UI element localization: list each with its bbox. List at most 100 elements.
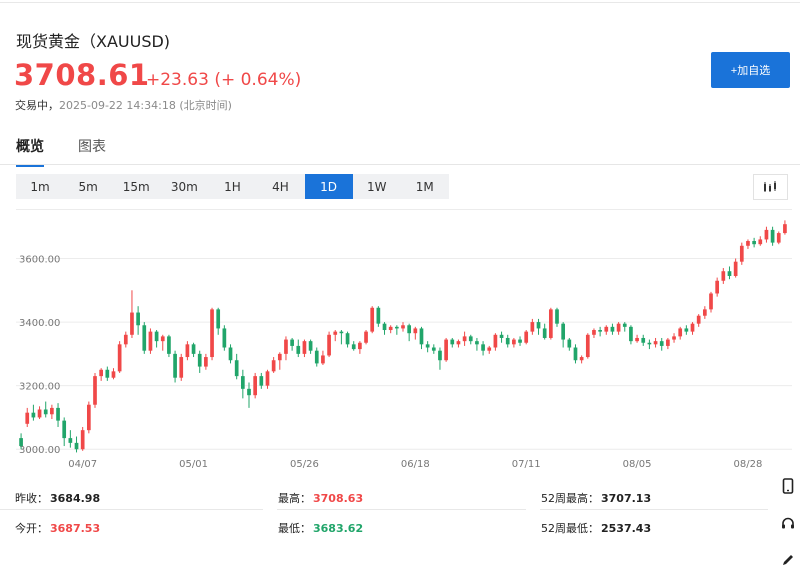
tab-chart[interactable]: 图表	[78, 139, 106, 155]
candle-body	[327, 334, 331, 356]
candle-body	[265, 371, 270, 386]
candlestick-chart-icon[interactable]	[753, 174, 788, 200]
candle-body	[487, 347, 492, 351]
stat-label: 今开：	[15, 522, 48, 535]
y-tick-label: 3600.00	[19, 255, 60, 266]
candle-body	[407, 325, 412, 334]
candle-body	[130, 312, 134, 335]
range-1m[interactable]: 1m	[30, 179, 50, 194]
candle-body	[770, 229, 775, 243]
candle-body	[438, 350, 442, 361]
candle-body	[702, 309, 707, 316]
range-1h[interactable]: 1H	[224, 179, 241, 194]
candle-body	[185, 344, 190, 358]
candlestick-chart: 3600.00 3400.00 3200.00 3000.00 04/07 05/01 05…	[16, 220, 792, 470]
range-30m[interactable]: 30m	[170, 179, 198, 194]
pencil-icon[interactable]	[778, 550, 798, 570]
candle-body	[259, 376, 264, 386]
candle-body	[653, 341, 658, 345]
candle-body	[117, 344, 122, 372]
candle-body	[548, 309, 553, 338]
quote-timestamp: 2025-09-22 14:34:18 (北京时间)	[59, 99, 232, 112]
candle-body	[382, 323, 387, 331]
x-tick-label: 08/05	[623, 459, 652, 470]
candle-body	[314, 350, 319, 364]
candle-body	[475, 341, 479, 345]
stat-label: 最高：	[278, 492, 311, 505]
candle-body	[629, 326, 633, 342]
candle-body	[62, 420, 67, 439]
candle-body	[197, 353, 202, 367]
candle-body	[610, 326, 615, 332]
stat-value: 3708.63	[313, 492, 364, 505]
candle-body	[148, 331, 153, 351]
stat-value: 3683.62	[313, 522, 364, 535]
candle-body	[518, 339, 522, 343]
status-label: 交易中，	[15, 99, 59, 112]
candle-body	[253, 376, 258, 396]
range-15m[interactable]: 15m	[122, 179, 150, 194]
tab-overview[interactable]: 概览	[16, 136, 44, 167]
candle-body	[647, 342, 652, 345]
stat-value: 3707.13	[601, 492, 652, 505]
candle-body	[308, 341, 313, 351]
candle-body	[388, 326, 393, 331]
price-change: +23.63 (+ 0.64%)	[146, 70, 302, 90]
candle-body	[68, 438, 73, 443]
candle-body	[505, 337, 510, 345]
candle-body	[672, 336, 676, 340]
candle-body	[585, 334, 590, 358]
candle-body	[290, 339, 294, 346]
candle-body	[210, 309, 214, 358]
add-to-watchlist-button[interactable]: +加自选	[711, 52, 790, 88]
stat-open: 今开： 3687.53	[15, 520, 100, 536]
candle-body	[99, 369, 104, 377]
candle-body	[160, 336, 165, 342]
candle-body	[512, 339, 516, 345]
candle-body	[592, 330, 596, 335]
candle-body	[468, 336, 473, 342]
candle-body	[561, 323, 566, 340]
tab-bar: 概览 图表	[0, 134, 800, 167]
candle-body	[666, 339, 670, 346]
price-chart[interactable]: 3600.00 3400.00 3200.00 3000.00 04/07 05/01 05…	[16, 209, 792, 472]
candle-body	[50, 407, 54, 415]
stat-52w-low: 52周最低： 2537.43	[541, 520, 651, 536]
range-1w[interactable]: 1W	[366, 179, 387, 194]
candle-body	[74, 442, 79, 450]
candle-body	[204, 357, 208, 367]
stat-high: 最高： 3708.63	[278, 490, 363, 506]
candle-body	[247, 388, 251, 396]
range-4h[interactable]: 4H	[272, 179, 289, 194]
candle-body	[635, 337, 639, 342]
y-tick-label: 3400.00	[19, 318, 60, 329]
x-tick-label: 05/01	[179, 459, 208, 470]
candle-body	[358, 342, 362, 350]
candle-body	[364, 331, 368, 343]
row-divider	[540, 509, 768, 510]
candle-body	[413, 328, 418, 334]
candle-body	[284, 339, 288, 354]
candle-body	[659, 341, 664, 346]
candle-body	[167, 336, 171, 354]
stat-low: 最低： 3683.62	[278, 520, 363, 536]
candle-body	[715, 280, 720, 294]
candle-body	[567, 339, 572, 348]
mobile-phone-icon[interactable]	[778, 476, 798, 496]
candle-body	[783, 224, 787, 234]
candle-body	[123, 334, 128, 345]
range-5m[interactable]: 5m	[78, 179, 98, 194]
row-divider	[277, 509, 526, 510]
candle-body	[216, 309, 221, 329]
candle-body	[43, 409, 48, 415]
range-1d[interactable]: 1D	[304, 174, 353, 199]
range-1mo[interactable]: 1M	[415, 179, 434, 194]
last-price: 3708.61	[14, 58, 150, 92]
candle-body	[684, 328, 689, 332]
headset-icon[interactable]	[778, 514, 798, 534]
candle-body	[758, 239, 763, 245]
x-tick-label: 05/26	[290, 459, 319, 470]
candle-body	[222, 328, 227, 348]
candle-body	[31, 412, 36, 418]
candle-body	[573, 347, 578, 361]
